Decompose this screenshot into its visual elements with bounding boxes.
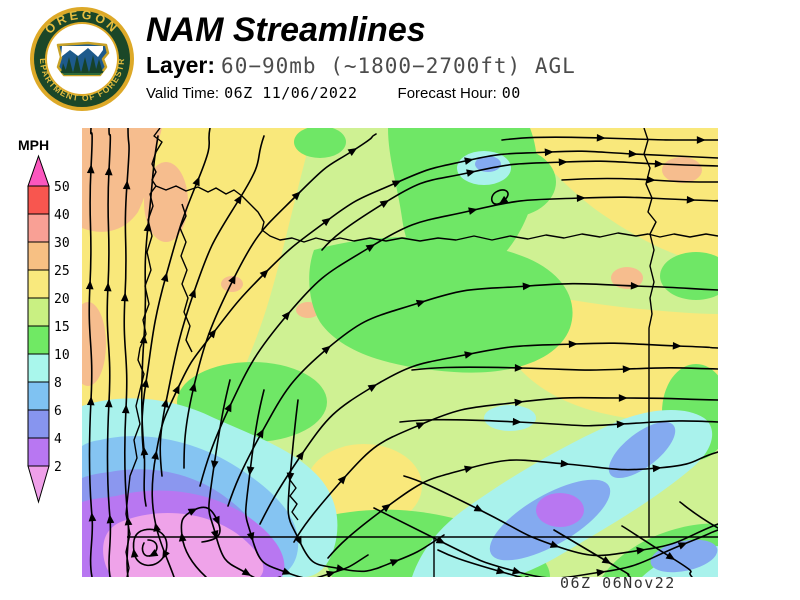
legend-cell — [27, 437, 50, 467]
logo-oregon-emblem — [56, 41, 110, 77]
layer-label: Layer: — [146, 52, 216, 78]
legend-tick-label: 15 — [54, 320, 70, 335]
legend-tick-label: 25 — [54, 264, 70, 279]
legend-arrow-bottom — [27, 465, 50, 504]
legend-tick-label: 10 — [54, 348, 70, 363]
legend-tick-label: 40 — [54, 208, 70, 223]
legend-cell — [27, 241, 50, 271]
legend-cell — [27, 325, 50, 355]
legend-tick-label: 2 — [54, 460, 62, 475]
legend-tick-label: 20 — [54, 292, 70, 307]
legend-tick-label: 6 — [54, 404, 62, 419]
legend-cell — [27, 297, 50, 327]
wind-speed-legend: MPH 50 40 30 25 20 15 10 8 6 4 2 — [18, 137, 70, 504]
oregon-dof-logo: OREGON DEPARTMENT OF FORESTRY — [28, 5, 134, 111]
legend-tick-label: 30 — [54, 236, 70, 251]
valid-time-value: 06Z 11/06/2022 — [224, 84, 358, 102]
forecast-hour-label: Forecast Hour: — [397, 85, 497, 102]
valid-time-row: Valid Time: 06Z 11/06/2022 Forecast Hour: 0… — [146, 84, 576, 102]
legend-arrow-top — [27, 154, 50, 187]
layer-value: 60−90mb (~1800−2700ft) AGL — [221, 54, 576, 78]
forecast-hour-value: 00 — [501, 84, 521, 102]
legend-cell — [27, 353, 50, 383]
layer-row: Layer: 60−90mb (~1800−2700ft) AGL — [146, 52, 576, 79]
legend-tick-label: 50 — [54, 180, 70, 195]
wind-speed-fill — [82, 128, 718, 577]
map-timestamp: 06Z 06Nov22 — [560, 574, 676, 592]
vortex-streamlines — [130, 528, 170, 567]
legend-cell — [27, 269, 50, 299]
legend-units-label: MPH — [18, 137, 49, 153]
streamlines-map — [82, 128, 718, 577]
legend-tick-label: 4 — [54, 432, 62, 447]
small-eddy — [490, 189, 509, 205]
legend-tick-label: 8 — [54, 376, 62, 391]
legend-cell — [27, 409, 50, 439]
page-title: NAM Streamlines — [146, 11, 426, 49]
valid-time-label: Valid Time: — [146, 85, 220, 102]
legend-cell — [27, 381, 50, 411]
streamlines — [85, 128, 718, 577]
header: NAM Streamlines Layer: 60−90mb (~1800−270… — [146, 10, 576, 102]
legend-cell — [27, 213, 50, 243]
legend-cell — [27, 185, 50, 215]
logo-trees — [61, 55, 103, 73]
